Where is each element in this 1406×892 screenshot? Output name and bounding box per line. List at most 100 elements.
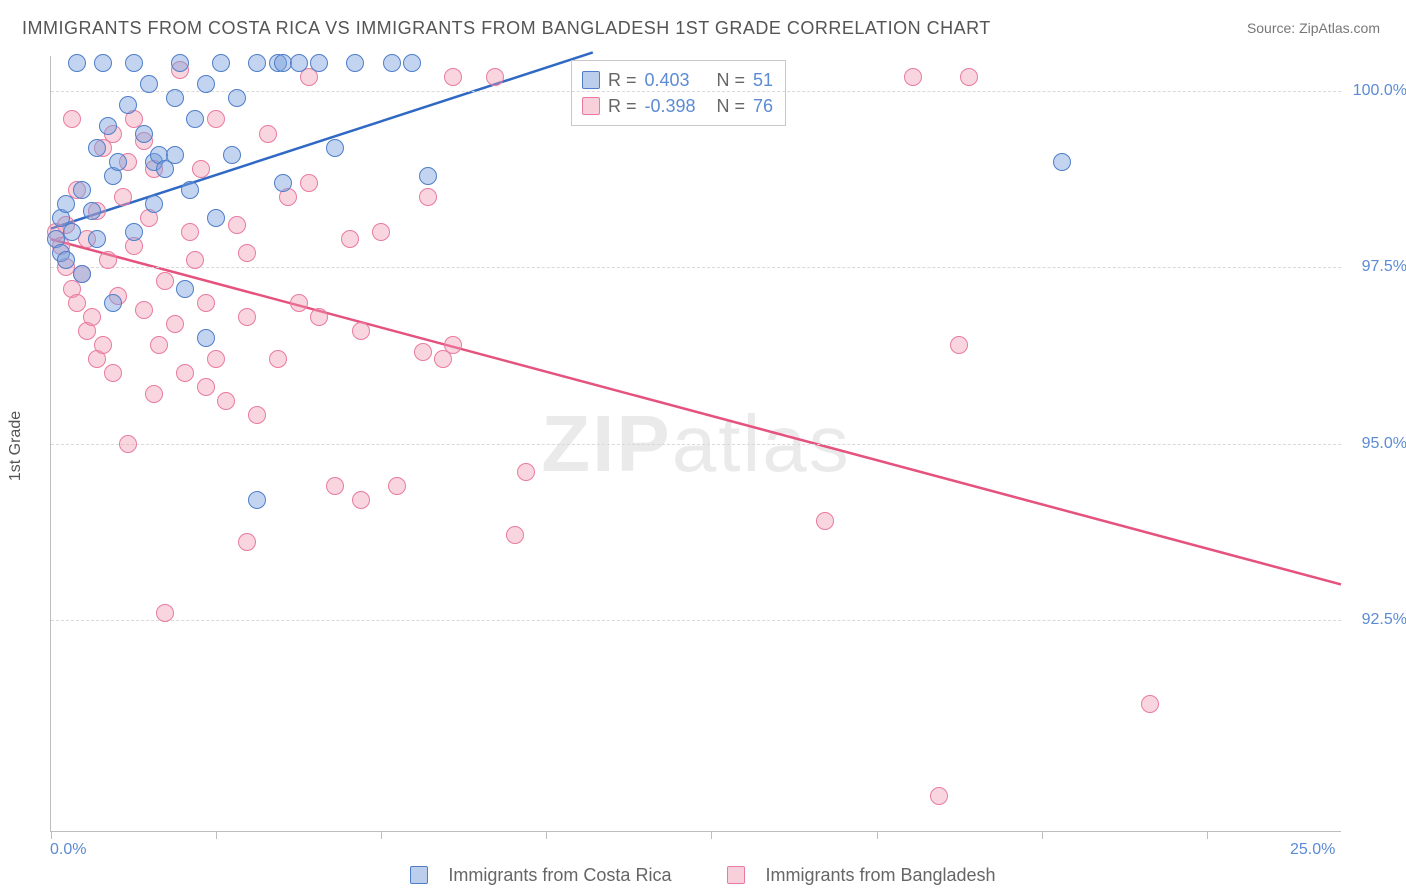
data-point xyxy=(119,96,137,114)
legend-label: Immigrants from Costa Rica xyxy=(448,865,671,885)
stat-n-label: N = xyxy=(717,67,746,93)
data-point xyxy=(73,265,91,283)
data-point xyxy=(930,787,948,805)
data-point xyxy=(217,392,235,410)
x-tick xyxy=(381,831,382,839)
data-point xyxy=(310,308,328,326)
data-point xyxy=(63,110,81,128)
data-point xyxy=(248,491,266,509)
data-point xyxy=(383,54,401,72)
data-point xyxy=(259,125,277,143)
data-point xyxy=(352,491,370,509)
data-point xyxy=(166,89,184,107)
data-point xyxy=(57,251,75,269)
x-tick xyxy=(1207,831,1208,839)
x-tick xyxy=(711,831,712,839)
data-point xyxy=(1053,153,1071,171)
data-point xyxy=(63,223,81,241)
legend-swatch xyxy=(410,866,428,884)
data-point xyxy=(109,153,127,171)
data-point xyxy=(171,54,189,72)
data-point xyxy=(310,54,328,72)
stat-r-value: 0.403 xyxy=(645,67,709,93)
data-point xyxy=(197,378,215,396)
data-point xyxy=(83,308,101,326)
gridline xyxy=(51,444,1341,445)
data-point xyxy=(145,385,163,403)
gridline xyxy=(51,267,1341,268)
data-point xyxy=(341,230,359,248)
data-point xyxy=(156,604,174,622)
data-point xyxy=(166,315,184,333)
correlation-stats-box: R =0.403N =51R =-0.398N =76 xyxy=(571,60,786,126)
data-point xyxy=(346,54,364,72)
data-point xyxy=(166,146,184,164)
legend-label: Immigrants from Bangladesh xyxy=(765,865,995,885)
x-tick xyxy=(546,831,547,839)
legend-swatch xyxy=(727,866,745,884)
data-point xyxy=(125,54,143,72)
data-point xyxy=(352,322,370,340)
data-point xyxy=(403,54,421,72)
stat-n-value: 76 xyxy=(753,93,773,119)
data-point xyxy=(248,406,266,424)
chart-title: IMMIGRANTS FROM COSTA RICA VS IMMIGRANTS… xyxy=(22,18,991,39)
data-point xyxy=(238,533,256,551)
data-point xyxy=(444,336,462,354)
x-tick xyxy=(216,831,217,839)
data-point xyxy=(444,68,462,86)
stats-row: R = 0.403 N = 51 xyxy=(582,67,773,93)
data-point xyxy=(228,89,246,107)
data-point xyxy=(486,68,504,86)
legend-swatch xyxy=(582,97,600,115)
x-tick xyxy=(877,831,878,839)
data-point xyxy=(99,117,117,135)
data-point xyxy=(88,139,106,157)
data-point xyxy=(238,244,256,262)
y-axis-label: 1st Grade xyxy=(7,411,25,481)
stat-n-value: 51 xyxy=(753,67,773,93)
x-tick xyxy=(1042,831,1043,839)
source-label: Source: ZipAtlas.com xyxy=(1247,20,1380,36)
data-point xyxy=(145,195,163,213)
data-point xyxy=(192,160,210,178)
data-point xyxy=(290,294,308,312)
data-point xyxy=(223,146,241,164)
legend: Immigrants from Costa Rica Immigrants fro… xyxy=(0,865,1406,886)
data-point xyxy=(176,280,194,298)
data-point xyxy=(181,181,199,199)
data-point xyxy=(125,223,143,241)
data-point xyxy=(517,463,535,481)
data-point xyxy=(104,294,122,312)
data-point xyxy=(248,54,266,72)
data-point xyxy=(186,251,204,269)
data-point xyxy=(1141,695,1159,713)
legend-item: Immigrants from Bangladesh xyxy=(713,865,1009,885)
legend-item: Immigrants from Costa Rica xyxy=(396,865,685,885)
stat-r-label: R = xyxy=(608,93,637,119)
data-point xyxy=(207,110,225,128)
y-tick-label: 100.0% xyxy=(1353,82,1406,100)
data-point xyxy=(372,223,390,241)
data-point xyxy=(73,181,91,199)
data-point xyxy=(904,68,922,86)
data-point xyxy=(274,174,292,192)
data-point xyxy=(156,272,174,290)
stat-r-label: R = xyxy=(608,67,637,93)
data-point xyxy=(135,301,153,319)
data-point xyxy=(207,209,225,227)
chart-plot-area: ZIPatlas R =0.403N =51R =-0.398N =76 100… xyxy=(50,56,1341,832)
data-point xyxy=(119,435,137,453)
data-point xyxy=(300,174,318,192)
data-point xyxy=(207,350,225,368)
gridline xyxy=(51,91,1341,92)
data-point xyxy=(290,54,308,72)
data-point xyxy=(506,526,524,544)
data-point xyxy=(197,75,215,93)
data-point xyxy=(57,195,75,213)
y-tick-label: 97.5% xyxy=(1362,258,1406,276)
data-point xyxy=(186,110,204,128)
data-point xyxy=(326,477,344,495)
data-point xyxy=(269,350,287,368)
data-point xyxy=(419,167,437,185)
